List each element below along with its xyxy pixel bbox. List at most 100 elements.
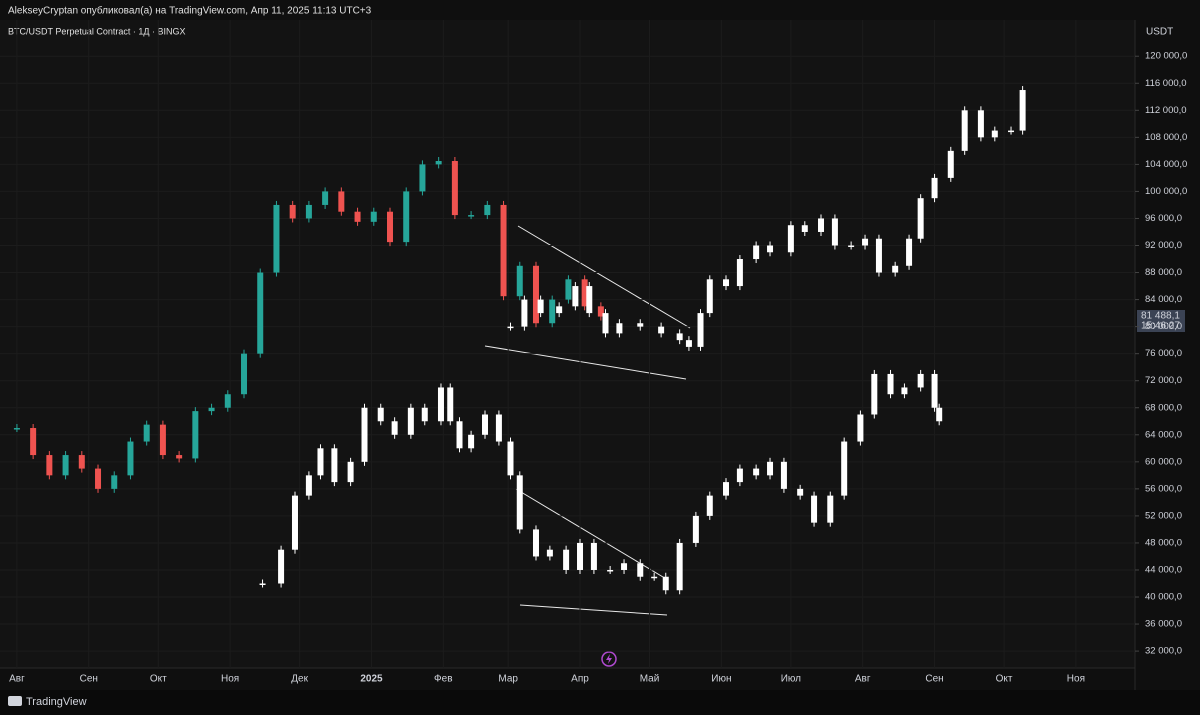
trendline bbox=[484, 345, 687, 380]
candle-body bbox=[495, 414, 502, 442]
candle-body bbox=[621, 563, 628, 570]
candle-body bbox=[662, 576, 669, 591]
series bbox=[507, 86, 1026, 351]
candle-body bbox=[13, 428, 20, 430]
candle-body bbox=[456, 421, 463, 449]
x-tick-label: Окт bbox=[996, 674, 1013, 685]
candle-body bbox=[78, 455, 85, 469]
candle-body bbox=[887, 373, 894, 395]
y-tick-label: 48 000,0 bbox=[1145, 537, 1182, 548]
candle-body bbox=[871, 373, 878, 415]
x-tick-label: Ноя bbox=[221, 674, 239, 685]
footer-bar bbox=[0, 690, 1200, 715]
candle-body bbox=[706, 279, 713, 314]
candle-body bbox=[857, 414, 864, 442]
candle-body bbox=[811, 495, 818, 523]
candle-body bbox=[581, 279, 588, 307]
candle-body bbox=[257, 272, 264, 354]
y-tick-label: 60 000,0 bbox=[1145, 456, 1182, 467]
candle-body bbox=[651, 576, 658, 579]
series bbox=[13, 157, 604, 493]
candle-body bbox=[549, 299, 556, 324]
candle-body bbox=[736, 468, 743, 483]
candle-body bbox=[827, 495, 834, 523]
candle-body bbox=[407, 407, 414, 435]
candle-body bbox=[563, 549, 570, 570]
currency-label: USDT bbox=[1146, 27, 1173, 38]
event-icon[interactable] bbox=[601, 651, 617, 667]
candle-body bbox=[437, 387, 444, 422]
candle-body bbox=[931, 373, 938, 408]
x-tick-label: Авг bbox=[855, 674, 871, 685]
y-tick-label: 100 000,0 bbox=[1145, 186, 1187, 197]
candle-body bbox=[305, 475, 312, 496]
candle-body bbox=[419, 164, 426, 192]
x-tick-label: Дек bbox=[291, 674, 308, 685]
x-tick-label: Ноя bbox=[1067, 674, 1085, 685]
candle-body bbox=[556, 306, 563, 314]
candle-body bbox=[62, 455, 69, 476]
candle-body bbox=[723, 482, 730, 496]
y-tick-label: 84 000,0 bbox=[1145, 294, 1182, 305]
x-tick-label: 2025 bbox=[360, 674, 383, 685]
candle-body bbox=[841, 441, 848, 496]
candle-body bbox=[801, 225, 808, 232]
candle-body bbox=[111, 475, 118, 489]
candle-body bbox=[500, 204, 507, 297]
candle-body bbox=[676, 333, 683, 341]
candle-body bbox=[289, 204, 296, 219]
y-tick-label: 32 000,0 bbox=[1145, 646, 1182, 657]
event-icon-bolt bbox=[606, 654, 612, 664]
candle-body bbox=[1019, 90, 1026, 131]
x-tick-label: Окт bbox=[150, 674, 167, 685]
candle-body bbox=[208, 407, 215, 412]
candle-body bbox=[516, 265, 523, 297]
candle-body bbox=[484, 204, 491, 216]
candle-body bbox=[331, 448, 338, 483]
candle-body bbox=[797, 488, 804, 496]
candle-body bbox=[753, 245, 760, 260]
candle-body bbox=[127, 441, 134, 476]
candle-body bbox=[685, 340, 692, 347]
y-tick-label: 88 000,0 bbox=[1145, 267, 1182, 278]
candle-body bbox=[30, 428, 37, 456]
candle-body bbox=[607, 569, 614, 572]
candle-body bbox=[361, 407, 368, 462]
candle-body bbox=[224, 394, 231, 408]
candle-body bbox=[46, 455, 53, 476]
candle-body bbox=[597, 306, 604, 317]
candle-body bbox=[637, 323, 644, 327]
y-tick-label: 104 000,0 bbox=[1145, 159, 1187, 170]
candle-body bbox=[241, 353, 248, 395]
candle-body bbox=[753, 468, 760, 476]
candle-body bbox=[577, 542, 584, 570]
candle-body bbox=[780, 461, 787, 489]
y-tick-label: 40 000,0 bbox=[1145, 592, 1182, 603]
candle-body bbox=[447, 387, 454, 422]
candle-body bbox=[697, 313, 704, 347]
candle-body bbox=[159, 424, 166, 456]
candle-body bbox=[676, 542, 683, 591]
candle-body bbox=[917, 373, 924, 388]
candle-body bbox=[831, 218, 838, 246]
x-tick-label: Сен bbox=[925, 674, 943, 685]
candle-body bbox=[586, 286, 593, 314]
y-tick-label: 44 000,0 bbox=[1145, 564, 1182, 575]
candle-body bbox=[936, 407, 943, 422]
price-label-box bbox=[1137, 310, 1185, 332]
candle-body bbox=[616, 323, 623, 334]
candle-body bbox=[723, 279, 730, 287]
y-tick-label: 112 000,0 bbox=[1145, 105, 1187, 116]
candle-body bbox=[370, 211, 377, 222]
x-tick-label: Сен bbox=[80, 674, 98, 685]
candle-body bbox=[176, 455, 183, 459]
candle-body bbox=[95, 468, 102, 489]
candle-body bbox=[507, 326, 514, 329]
candle-body bbox=[354, 211, 361, 222]
candle-body bbox=[521, 299, 528, 327]
candle-body bbox=[532, 529, 539, 557]
candle-body bbox=[991, 130, 998, 138]
candle-body bbox=[468, 434, 475, 449]
y-tick-label: 56 000,0 bbox=[1145, 483, 1182, 494]
